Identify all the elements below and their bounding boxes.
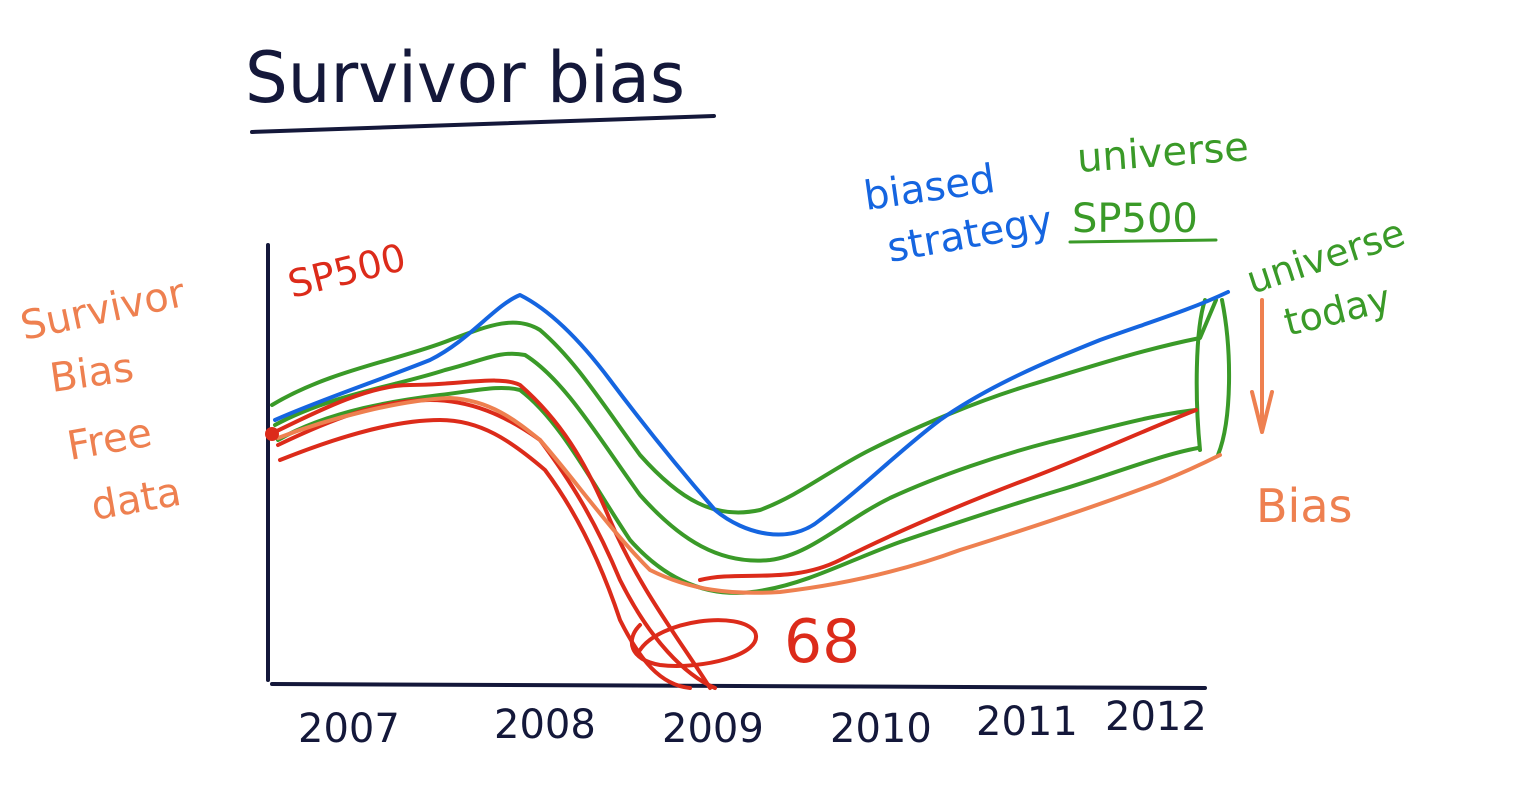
title-underline <box>250 114 716 134</box>
red-sp500-recovery <box>698 408 1198 582</box>
red-curve-3 <box>278 418 692 690</box>
x-axis-tick-labels: 2007 2008 2009 2010 2011 2012 <box>298 694 1207 752</box>
red-curve-2 <box>276 398 717 690</box>
label-free: Free <box>64 410 156 470</box>
sp500-red-label: SP500 <box>284 235 411 307</box>
year-label-2008: 2008 <box>494 702 596 748</box>
label-universe-1: universe <box>1075 124 1250 182</box>
curves <box>265 290 1232 690</box>
page-title: Survivor bias <box>245 37 685 119</box>
universe-sp500-label: universe SP500 <box>1072 124 1250 242</box>
year-label-2009: 2009 <box>662 706 764 752</box>
label-data: data <box>88 469 185 530</box>
green-universe-today-bracket <box>1194 298 1232 457</box>
orange-bias-free-curve <box>276 396 1222 595</box>
blue-biased-strategy-curve <box>273 290 1230 537</box>
universe-today-label: universe today <box>1241 210 1410 345</box>
year-label-2010: 2010 <box>830 706 932 752</box>
bias-label: Bias <box>1256 479 1353 533</box>
year-label-2007: 2007 <box>298 706 400 752</box>
sp500-green-underline <box>1068 238 1218 244</box>
label-survivor: Survivor <box>17 270 190 350</box>
survivor-bias-free-data-label: Survivor Bias Free data <box>17 270 190 530</box>
sixty-eight-label: 68 <box>784 607 860 677</box>
x-axis <box>270 682 1207 690</box>
red-start-dot <box>265 427 279 441</box>
label-sp500-green: SP500 <box>1072 196 1198 242</box>
biased-strategy-label: biased strategy <box>861 156 1056 272</box>
label-bias-small: Bias <box>47 345 136 402</box>
green-curve-3 <box>276 385 1200 595</box>
red-loop-68 <box>629 618 758 668</box>
green-curve-2 <box>273 351 1198 563</box>
red-curve-1 <box>273 378 712 690</box>
green-curve-1 <box>270 298 1218 515</box>
year-label-2011: 2011 <box>976 699 1078 745</box>
year-label-2012: 2012 <box>1105 694 1207 740</box>
bias-arrow <box>1250 298 1274 434</box>
